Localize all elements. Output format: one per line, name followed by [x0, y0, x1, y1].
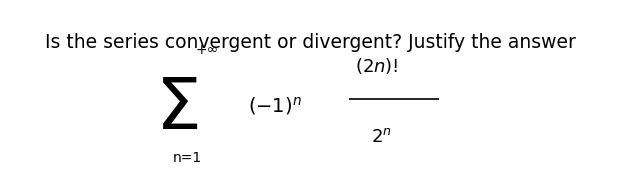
Text: $(-1)^{n}$: $(-1)^{n}$	[248, 95, 302, 117]
Text: $(2n)!$: $(2n)!$	[355, 56, 398, 76]
Text: +∞: +∞	[195, 43, 218, 57]
Text: n=1: n=1	[173, 151, 202, 165]
Text: $\Sigma$: $\Sigma$	[155, 75, 198, 144]
Text: Is the series convergent or divergent? Justify the answer: Is the series convergent or divergent? J…	[45, 33, 576, 52]
Text: $2^{n}$: $2^{n}$	[372, 128, 392, 146]
